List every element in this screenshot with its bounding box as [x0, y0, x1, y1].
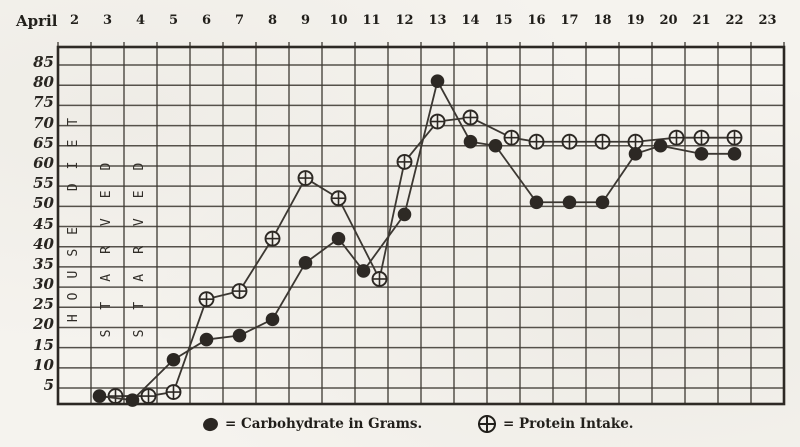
protein-point	[396, 153, 413, 170]
legend-protein-label: = Protein Intake.	[503, 416, 634, 432]
y-axis-tick-55: 55	[33, 174, 54, 193]
y-axis-tick-5: 5	[43, 376, 54, 394]
legend: = Carbohydrate in Grams. = Protein Intak…	[0, 411, 800, 443]
x-axis-date-4: 4	[135, 13, 146, 28]
carbohydrate-line	[99, 80, 735, 402]
carbohydrate-point	[595, 195, 610, 210]
carbohydrate-point	[166, 352, 181, 367]
carbohydrate-point	[265, 312, 280, 327]
protein-point	[726, 129, 743, 146]
legend-protein: = Protein Intake.	[478, 415, 634, 433]
carbohydrate-point	[232, 328, 247, 343]
protein-point	[429, 113, 446, 130]
filled-circle-icon	[201, 415, 220, 433]
protein-point	[231, 283, 248, 300]
carbohydrate-point	[653, 138, 668, 153]
crossed-circle-icon	[478, 415, 496, 433]
carbohydrate-point	[199, 332, 214, 347]
y-axis-tick-20: 20	[33, 315, 54, 334]
y-axis-tick-75: 75	[33, 93, 54, 112]
legend-carbohydrate: = Carbohydrate in Grams.	[201, 415, 423, 433]
x-axis-date-15: 15	[494, 13, 513, 28]
plot-frame	[56, 45, 786, 406]
x-axis-month-label: April	[16, 12, 58, 30]
protein-point	[198, 291, 215, 308]
protein-point	[693, 129, 710, 146]
carbohydrate-point	[356, 264, 371, 278]
carbohydrate-point	[397, 207, 412, 222]
x-axis-date-2: 2	[69, 13, 80, 28]
y-axis-tick-85: 85	[33, 53, 54, 71]
column-note-starved: STARVED	[98, 142, 114, 338]
y-axis-tick-70: 70	[33, 113, 54, 132]
protein-line	[115, 116, 735, 397]
x-axis-date-12: 12	[395, 13, 414, 28]
y-axis-tick-65: 65	[33, 133, 54, 152]
carbohydrate-point	[331, 231, 346, 246]
column-note-starved: STARVED	[131, 142, 147, 338]
carbohydrate-point	[488, 138, 503, 153]
carbohydrate-point	[92, 389, 107, 403]
protein-point	[107, 388, 124, 405]
y-axis-tick-60: 60	[33, 153, 54, 172]
y-axis-tick-80: 80	[33, 73, 54, 92]
x-axis-date-21: 21	[692, 13, 711, 28]
x-axis-date-6: 6	[201, 13, 212, 28]
protein-point	[503, 129, 520, 146]
carbohydrate-point	[125, 393, 140, 407]
x-axis-date-5: 5	[168, 13, 179, 28]
x-axis-date-18: 18	[593, 13, 612, 28]
x-axis-date-13: 13	[428, 13, 447, 28]
x-axis-date-14: 14	[461, 13, 480, 28]
protein-point	[140, 388, 157, 405]
protein-point	[330, 190, 347, 207]
protein-point	[561, 133, 578, 150]
y-axis-tick-25: 25	[33, 295, 54, 314]
x-axis-date-17: 17	[560, 13, 579, 28]
x-axis-date-7: 7	[234, 13, 245, 28]
protein-point	[371, 271, 388, 287]
y-axis-tick-50: 50	[33, 194, 54, 213]
carbohydrate-point	[727, 147, 742, 161]
carbohydrate-point	[694, 147, 709, 161]
carbohydrate-point	[430, 74, 445, 88]
protein-point	[264, 230, 281, 247]
x-axis-date-19: 19	[626, 13, 645, 28]
legend-carbohydrate-label: = Carbohydrate in Grams.	[225, 416, 423, 432]
column-note-house-diet: HOUSE DIET	[65, 103, 81, 323]
carbohydrate-point	[529, 195, 544, 210]
x-axis-date-16: 16	[527, 13, 546, 28]
carbohydrate-point	[298, 256, 313, 270]
y-axis-tick-30: 30	[33, 275, 54, 294]
protein-point	[668, 129, 685, 146]
x-axis-date-8: 8	[267, 13, 278, 28]
y-axis-tick-35: 35	[33, 254, 54, 273]
protein-point	[594, 133, 611, 150]
y-axis-tick-15: 15	[33, 335, 54, 354]
carbohydrate-point	[562, 195, 577, 210]
carbohydrate-point	[628, 147, 643, 161]
protein-point	[462, 109, 479, 126]
x-axis-date-11: 11	[362, 13, 381, 28]
y-axis-tick-45: 45	[33, 214, 54, 233]
protein-point	[165, 384, 182, 400]
y-axis-tick-10: 10	[33, 355, 54, 374]
x-axis-date-23: 23	[758, 13, 777, 28]
x-axis-date-3: 3	[102, 13, 113, 28]
carbohydrate-point	[463, 134, 478, 149]
y-axis-tick-40: 40	[33, 234, 54, 253]
protein-point	[528, 133, 545, 150]
x-axis-date-20: 20	[659, 13, 678, 28]
x-axis-date-22: 22	[725, 13, 744, 28]
protein-point	[297, 170, 314, 187]
x-axis-date-10: 10	[329, 13, 348, 28]
protein-point	[627, 133, 644, 150]
x-axis-date-9: 9	[300, 13, 311, 28]
